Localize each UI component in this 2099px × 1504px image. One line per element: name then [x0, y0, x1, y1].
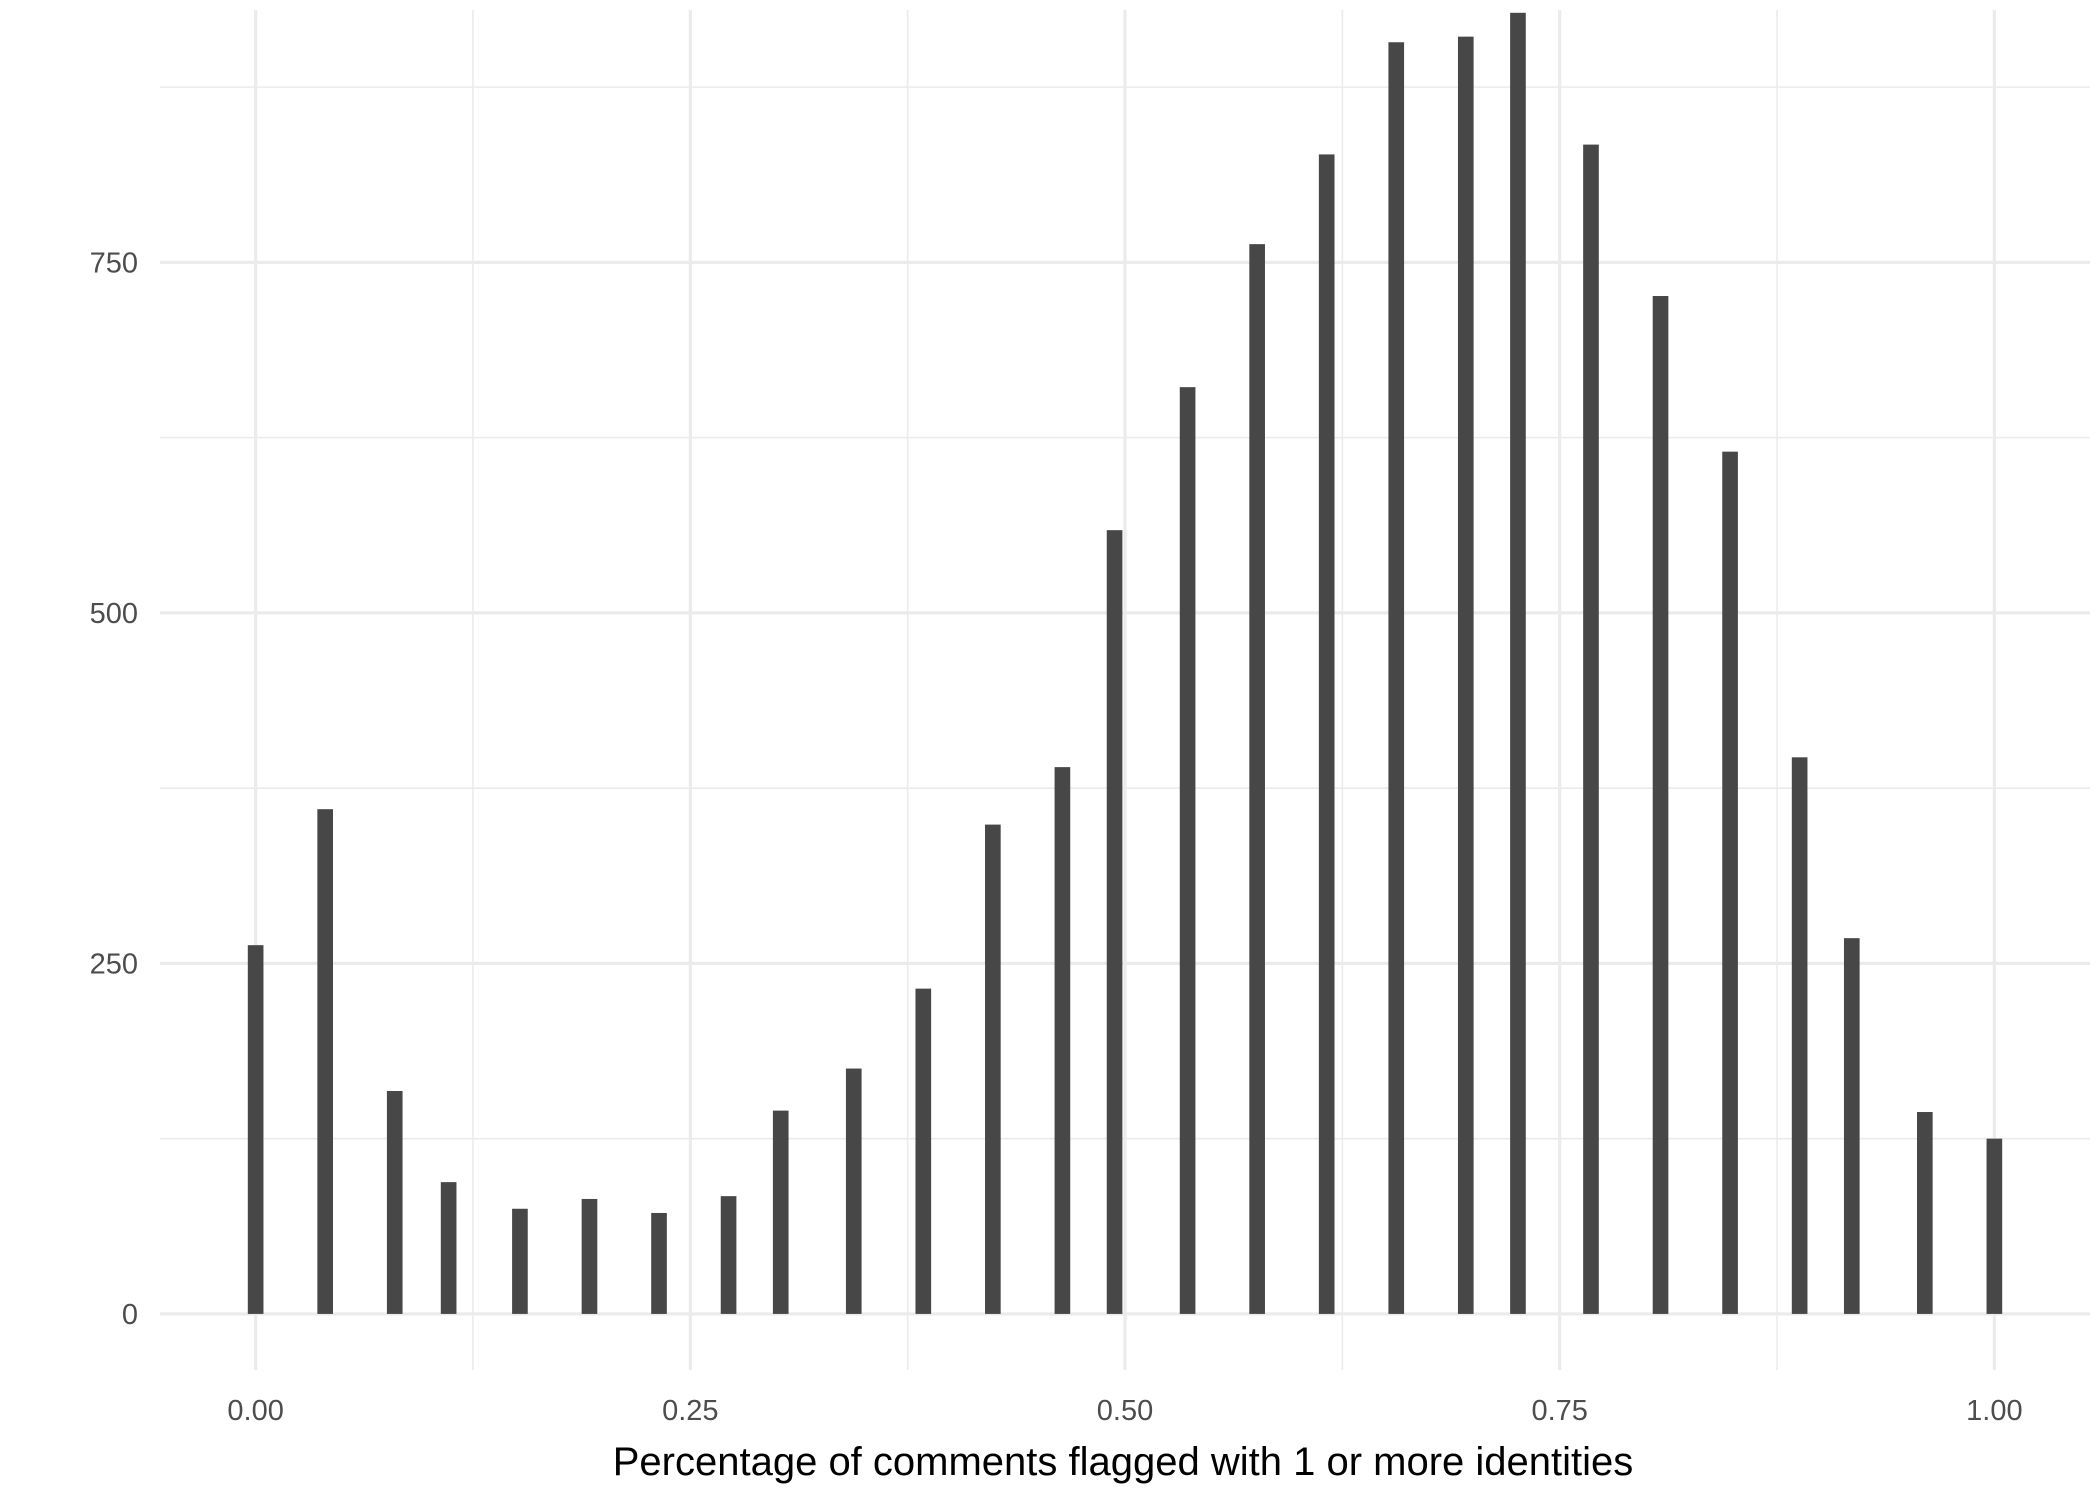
histogram-bar: [845, 1068, 862, 1314]
histogram-bar: [1722, 451, 1738, 1314]
histogram-bar: [1457, 36, 1474, 1314]
histogram-bar: [247, 945, 264, 1314]
histogram-bar: [581, 1198, 598, 1314]
x-tick-label: 0.00: [227, 1395, 283, 1427]
histogram-bar: [1318, 154, 1335, 1314]
x-tick-label: 1.00: [1966, 1395, 2022, 1427]
histogram-bar: [1791, 757, 1808, 1314]
bars: [247, 12, 2003, 1314]
x-axis-tick-labels: 0.00 0.25 0.50 0.75 1.00: [227, 1395, 2022, 1427]
histogram-bar: [1054, 767, 1071, 1314]
x-tick-label: 0.50: [1097, 1395, 1153, 1427]
y-tick-label: 250: [90, 948, 138, 980]
histogram-bar: [1916, 1112, 1933, 1314]
histogram-bar: [1388, 42, 1405, 1314]
histogram-bar: [915, 988, 932, 1314]
x-axis-title: Percentage of comments flagged with 1 or…: [613, 1440, 1634, 1484]
histogram-bar: [1843, 938, 1860, 1314]
histogram-bar: [1179, 387, 1196, 1314]
histogram-bar: [985, 824, 1001, 1314]
histogram-bar: [1510, 12, 1526, 1314]
y-axis-tick-labels: 0 250 500 750: [90, 247, 138, 1331]
histogram-bar: [1249, 244, 1265, 1314]
histogram-bar: [386, 1090, 403, 1314]
histogram-bar: [720, 1196, 737, 1314]
histogram-bar: [440, 1182, 457, 1314]
histogram-bar: [651, 1212, 667, 1314]
histogram-bar: [317, 809, 334, 1314]
y-tick-label: 750: [90, 247, 138, 279]
histogram-bar: [772, 1110, 789, 1314]
histogram-bar: [512, 1208, 528, 1314]
histogram-bar: [1583, 144, 1599, 1314]
x-tick-label: 0.75: [1531, 1395, 1587, 1427]
x-tick-label: 0.25: [662, 1395, 718, 1427]
histogram-bar: [1986, 1138, 2003, 1314]
y-tick-label: 500: [90, 598, 138, 630]
histogram-bar: [1106, 530, 1123, 1314]
y-tick-label: 0: [122, 1299, 138, 1331]
histogram-bar: [1652, 296, 1669, 1314]
